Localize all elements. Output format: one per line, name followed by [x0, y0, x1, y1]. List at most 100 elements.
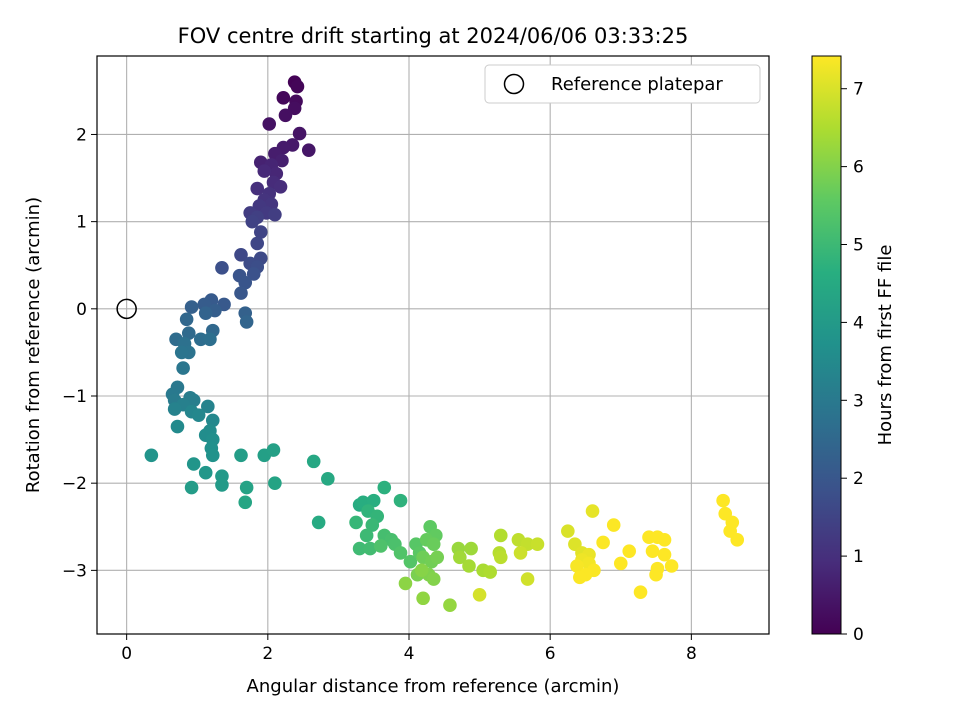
- colorbar-tick-label: 1: [853, 547, 864, 567]
- data-point: [257, 164, 272, 178]
- data-point: [366, 493, 381, 508]
- data-point: [205, 413, 220, 428]
- data-point: [622, 544, 637, 558]
- data-point: [352, 541, 367, 556]
- data-point: [493, 528, 508, 543]
- data-point: [276, 91, 291, 105]
- data-point: [215, 261, 229, 275]
- data-point: [205, 448, 220, 463]
- legend-marker: [503, 73, 525, 95]
- data-point: [253, 225, 268, 239]
- data-point: [349, 515, 363, 530]
- chart-title: FOV centre drift starting at 2024/06/06 …: [178, 24, 689, 48]
- data-point: [426, 572, 441, 586]
- x-tick-label: 6: [545, 644, 556, 664]
- x-tick-label: 2: [262, 644, 273, 664]
- y-tick-label: 2: [76, 125, 87, 145]
- data-point: [234, 448, 248, 463]
- data-point: [493, 550, 508, 565]
- data-point: [363, 541, 377, 556]
- data-point: [716, 493, 730, 508]
- data-point: [234, 286, 248, 300]
- legend: Reference platepar: [484, 64, 761, 104]
- data-point: [321, 472, 335, 486]
- data-point: [311, 515, 326, 530]
- data-point: [167, 402, 182, 416]
- data-point: [561, 524, 575, 538]
- data-point: [176, 361, 190, 375]
- data-point: [443, 598, 457, 613]
- data-point: [268, 207, 282, 222]
- data-point: [414, 563, 429, 578]
- data-point: [292, 126, 307, 141]
- data-point: [201, 399, 215, 414]
- data-point: [290, 79, 305, 94]
- data-point: [179, 312, 194, 327]
- data-point: [373, 539, 388, 553]
- data-point: [239, 315, 254, 329]
- x-tick-label: 0: [121, 644, 132, 664]
- data-point: [570, 559, 584, 573]
- data-point: [359, 528, 374, 543]
- colorbar: 0 1 2 3 4 5 6 7 Hours from first FF file: [811, 55, 896, 645]
- data-point: [278, 108, 293, 123]
- data-point: [184, 480, 199, 495]
- x-axis-ticks: 0 2 4 6 8: [121, 634, 697, 664]
- data-point: [649, 567, 663, 582]
- x-axis-label: Angular distance from reference (arcmin): [247, 676, 620, 697]
- x-tick-label: 4: [404, 644, 415, 664]
- data-point: [613, 556, 628, 571]
- data-point: [483, 565, 497, 579]
- data-point: [462, 559, 476, 573]
- colorbar-tick-label: 2: [853, 469, 864, 489]
- data-point: [530, 537, 545, 552]
- data-point: [250, 236, 265, 251]
- data-point: [191, 408, 206, 422]
- data-point: [239, 480, 254, 495]
- data-point: [645, 544, 660, 558]
- data-point: [398, 576, 413, 591]
- data-point: [416, 591, 430, 606]
- data-point: [262, 117, 277, 131]
- data-point: [513, 546, 528, 560]
- data-point: [633, 585, 648, 599]
- data-point: [238, 495, 253, 510]
- y-tick-label: −3: [62, 561, 87, 581]
- data-point: [266, 443, 281, 457]
- data-point: [657, 533, 672, 547]
- data-point: [403, 554, 418, 569]
- legend-label: Reference platepar: [551, 74, 723, 95]
- reference-point: [116, 298, 137, 320]
- data-point: [430, 550, 445, 565]
- y-axis-ticks: −3 −2 −1 0 1 2: [62, 125, 97, 581]
- data-point: [198, 306, 213, 320]
- data-point: [393, 546, 408, 560]
- colorbar-tick-label: 5: [853, 236, 864, 256]
- y-tick-label: −2: [62, 474, 87, 494]
- data-point: [186, 393, 201, 408]
- data-point: [268, 476, 282, 490]
- data-point: [301, 143, 316, 157]
- data-point: [377, 480, 392, 495]
- data-point: [215, 478, 229, 492]
- data-point: [365, 518, 380, 532]
- data-point: [472, 587, 487, 602]
- colorbar-gradient: [811, 55, 842, 635]
- data-point: [585, 504, 600, 518]
- data-point: [573, 570, 587, 585]
- data-point: [273, 179, 288, 194]
- data-point: [275, 153, 289, 168]
- plot-frame: [96, 55, 770, 635]
- scatter-points: [144, 75, 745, 613]
- data-point: [453, 550, 467, 565]
- data-point: [245, 214, 260, 229]
- data-point: [174, 345, 189, 360]
- data-point: [464, 541, 478, 556]
- x-tick-label: 8: [686, 644, 697, 664]
- data-point: [657, 547, 672, 562]
- colorbar-label: Hours from first FF file: [875, 245, 896, 446]
- data-point: [306, 454, 321, 469]
- data-point: [664, 559, 679, 573]
- data-point: [181, 326, 196, 341]
- data-point: [198, 465, 213, 480]
